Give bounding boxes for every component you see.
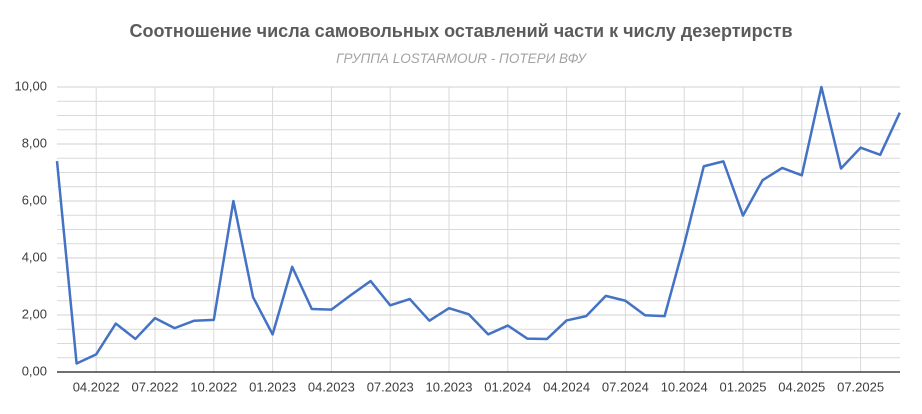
svg-text:0,00: 0,00 <box>22 363 47 378</box>
svg-text:4,00: 4,00 <box>22 249 47 264</box>
svg-text:01.2023: 01.2023 <box>249 379 296 394</box>
svg-text:04.2022: 04.2022 <box>73 379 120 394</box>
svg-text:04.2024: 04.2024 <box>543 379 590 394</box>
svg-text:2,00: 2,00 <box>22 306 47 321</box>
svg-text:07.2023: 07.2023 <box>367 379 414 394</box>
svg-text:10,00: 10,00 <box>14 78 47 93</box>
svg-text:10.2022: 10.2022 <box>190 379 237 394</box>
svg-text:10.2023: 10.2023 <box>426 379 473 394</box>
svg-text:8,00: 8,00 <box>22 135 47 150</box>
svg-text:01.2025: 01.2025 <box>720 379 767 394</box>
svg-text:07.2024: 07.2024 <box>602 379 649 394</box>
svg-text:10.2024: 10.2024 <box>661 379 708 394</box>
svg-text:01.2024: 01.2024 <box>484 379 531 394</box>
svg-text:04.2025: 04.2025 <box>778 379 825 394</box>
svg-text:07.2022: 07.2022 <box>132 379 179 394</box>
svg-text:07.2025: 07.2025 <box>837 379 884 394</box>
svg-text:6,00: 6,00 <box>22 192 47 207</box>
svg-text:04.2023: 04.2023 <box>308 379 355 394</box>
